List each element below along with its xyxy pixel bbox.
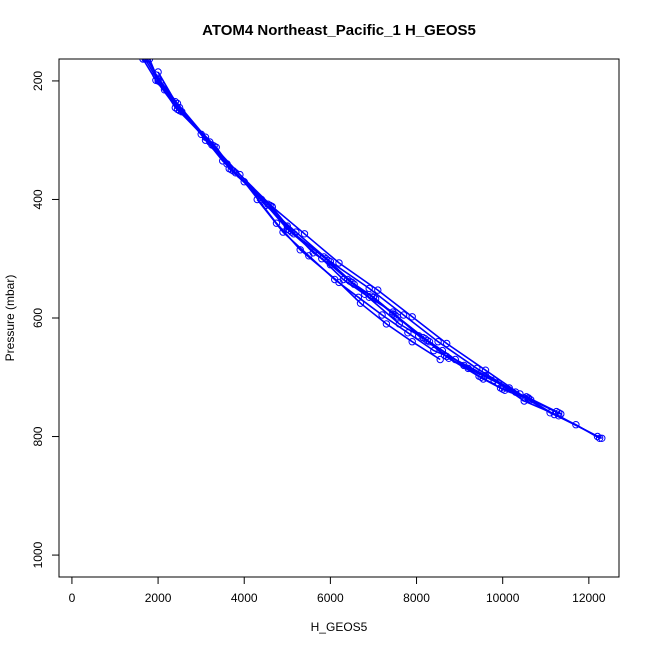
series-2 <box>143 59 565 418</box>
x-tick-label: 4000 <box>231 591 258 605</box>
data-point <box>404 329 412 337</box>
series-line <box>157 71 600 439</box>
data-point <box>145 59 154 63</box>
data-point <box>524 395 533 403</box>
data-point <box>279 228 287 236</box>
data-point <box>399 311 408 319</box>
data-point <box>268 202 276 211</box>
series-9 <box>283 222 528 402</box>
data-point <box>436 355 444 364</box>
data-point <box>253 195 261 204</box>
data-point <box>451 355 459 364</box>
x-tick-label: 0 <box>69 591 76 605</box>
data-point <box>343 275 352 284</box>
x-tick-label: 12000 <box>572 591 606 605</box>
data-point <box>572 421 580 429</box>
data-point <box>272 219 281 227</box>
data-point <box>173 99 182 108</box>
data-point <box>365 293 373 301</box>
axes: 0 2000 4000 6000 8000 10000 12000 200 400 600 800 1… <box>31 71 606 605</box>
data-point <box>546 409 554 417</box>
data-point <box>309 249 317 257</box>
data-point <box>175 103 184 112</box>
data-point <box>389 308 397 316</box>
y-tick-label: 200 <box>31 71 45 91</box>
data-point <box>419 333 427 342</box>
series-line <box>142 59 557 413</box>
data-point <box>143 59 151 63</box>
data-point <box>593 432 602 441</box>
series-1 <box>141 59 563 417</box>
data-point <box>335 259 343 267</box>
data-point <box>331 275 339 284</box>
data-point <box>550 410 559 419</box>
data-point <box>378 311 386 319</box>
data-point <box>171 98 180 106</box>
data-point <box>481 366 490 374</box>
series-4 <box>145 59 602 441</box>
data-point <box>494 379 503 387</box>
y-axis-label: Pressure (mbar) <box>3 275 17 362</box>
data-point <box>300 230 309 238</box>
plot-area <box>139 59 606 442</box>
data-point <box>318 255 326 263</box>
data-point <box>236 170 244 179</box>
data-point <box>408 338 416 346</box>
series-line <box>144 59 560 414</box>
data-point <box>595 434 604 442</box>
data-point <box>152 71 160 79</box>
data-point <box>438 346 447 355</box>
x-axis-label: H_GEOS5 <box>311 620 368 634</box>
plot-frame <box>58 58 620 578</box>
y-tick-label: 1000 <box>31 541 45 568</box>
x-tick-label: 6000 <box>317 591 344 605</box>
series-line <box>148 59 598 438</box>
series-line <box>286 225 525 399</box>
series-7 <box>152 71 606 442</box>
data-point <box>154 76 162 84</box>
series-line <box>146 59 562 415</box>
y-tick-label: 600 <box>31 308 45 328</box>
data-point <box>415 332 423 340</box>
data-point <box>464 364 472 373</box>
data-point <box>520 394 528 402</box>
chart-title: ATOM4 Northeast_Pacific_1 H_GEOS5 <box>202 22 476 39</box>
x-tick-label: 10000 <box>486 591 520 605</box>
data-point <box>434 338 442 346</box>
data-point <box>365 284 373 293</box>
data-point <box>430 346 438 355</box>
series-8 <box>253 195 533 403</box>
data-point <box>425 338 434 346</box>
data-point <box>354 293 363 301</box>
data-point <box>598 434 606 442</box>
data-point <box>206 138 214 146</box>
series-line <box>155 74 603 440</box>
data-point <box>283 222 291 230</box>
x-tick-label: 2000 <box>145 591 172 605</box>
data-point <box>139 59 147 63</box>
data-point <box>408 313 416 321</box>
y-tick-label: 800 <box>31 426 45 446</box>
series-6 <box>154 68 604 442</box>
data-point <box>443 339 451 348</box>
series-line <box>256 199 529 400</box>
y-tick-label: 400 <box>31 189 45 209</box>
series-3 <box>139 59 561 416</box>
x-tick-label: 8000 <box>403 591 430 605</box>
data-point <box>374 286 382 294</box>
data-point <box>326 261 335 269</box>
data-point <box>382 320 391 328</box>
